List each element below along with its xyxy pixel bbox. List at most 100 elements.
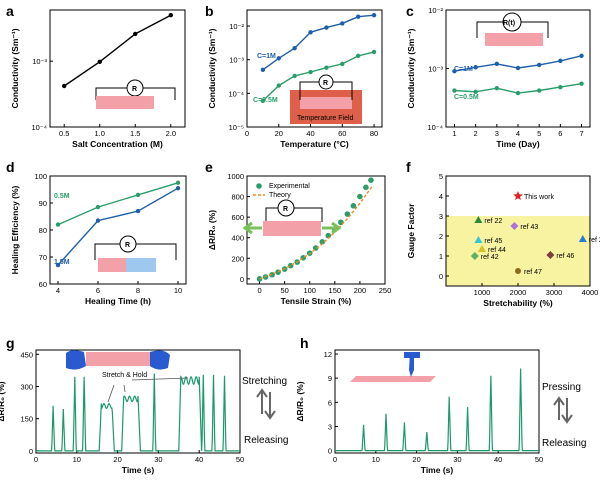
- x-tick-label: 3000: [546, 288, 563, 297]
- y-tick-label: 10⁻³: [32, 57, 47, 66]
- y-axis-label: ΔR/R₀ (%): [0, 381, 6, 421]
- x-tick-label: 6: [558, 129, 562, 138]
- x-tick-label: 2: [474, 129, 478, 138]
- data-point: [324, 65, 329, 70]
- series-line: [63, 14, 172, 87]
- x-tick-label: 10: [174, 286, 182, 295]
- chart-a: 0.5 1.0 1.5 2.0 10⁻⁴ 10⁻³ Salt Concentration (…: [10, 9, 186, 149]
- x-tick-label: 4000: [582, 288, 599, 297]
- x-tick-label: 3: [495, 129, 499, 138]
- y-axis-label: Gauge Factor: [406, 203, 416, 258]
- panel-letter-b: b: [205, 3, 214, 19]
- stretch-hold-arrow-3: [123, 384, 126, 393]
- data-point: [276, 83, 281, 88]
- axes-frame: [334, 349, 540, 454]
- x-tick-label: 30: [154, 455, 162, 464]
- data-point: [292, 73, 297, 79]
- pressed-sample: [350, 376, 436, 382]
- data-point: [292, 45, 297, 51]
- y-tick-label: 90: [39, 199, 47, 208]
- data-point: [536, 62, 542, 68]
- resistor-symbol-d: R: [125, 242, 130, 249]
- x-tick-label: 0.5: [59, 129, 69, 138]
- data-point: [363, 184, 369, 191]
- y-tick-label: 600: [231, 213, 244, 222]
- y-tick-label: 300: [20, 382, 33, 391]
- data-point: [579, 53, 584, 58]
- x-tick-label: 60: [338, 129, 346, 138]
- series-label: C=1M: [454, 66, 473, 73]
- x-tick-label: 8: [136, 286, 140, 295]
- x-tick-label: 4: [56, 286, 60, 295]
- x-tick-label: 40: [306, 129, 314, 138]
- x-tick-label: 250: [379, 286, 392, 295]
- data-point: [260, 98, 266, 104]
- point-label: ref 44: [488, 247, 506, 254]
- data-point: [319, 239, 326, 245]
- right-hand-icon: [150, 350, 170, 370]
- y-tick-label: 1000: [227, 172, 244, 181]
- series-line: [36, 373, 240, 452]
- x-tick-label: 4: [516, 129, 520, 138]
- y-tick-label: 10⁻⁴: [427, 123, 443, 132]
- x-tick-label: 0: [245, 129, 249, 138]
- x-axis-label: Salt Concentration (M): [72, 139, 163, 149]
- series-line: [262, 14, 375, 71]
- y-axis-label: Conductivity (Sm⁻¹): [10, 28, 20, 108]
- x-tick-label: 2000: [510, 288, 527, 297]
- data-point: [371, 13, 377, 18]
- data-point: [473, 65, 478, 70]
- up-down-arrow-h-icon: [553, 396, 573, 424]
- marker-star: [513, 191, 523, 200]
- data-point: [175, 185, 181, 191]
- y-tick-label: 10⁻³: [229, 56, 244, 65]
- x-tick-label: 1.5: [130, 129, 140, 138]
- y-tick-label: 10⁻²: [229, 22, 244, 31]
- data-point: [340, 21, 345, 26]
- panel-d-inset: R: [94, 235, 177, 272]
- y-tick-label: 400: [231, 234, 244, 243]
- stretched-sample: [86, 352, 150, 366]
- data-point: [494, 61, 500, 67]
- y-tick-label: 12: [324, 350, 332, 359]
- x-tick-label: 0: [34, 455, 38, 464]
- up-down-arrow-g-icon: [256, 388, 276, 420]
- x-axis-label: Time (s): [421, 465, 454, 475]
- point-label: This work: [524, 194, 554, 201]
- series-line: [335, 368, 539, 452]
- y-tick-label: 1: [439, 252, 443, 261]
- x-axis-label: Stretchability (%): [483, 298, 553, 308]
- data-point: [135, 208, 141, 214]
- x-axis-label: Healing Time (h): [85, 296, 151, 306]
- data-point: [324, 25, 329, 30]
- highlight-band: [446, 216, 590, 286]
- y-tick-label: 200: [231, 254, 244, 263]
- stretch-hold-arrow-1: [107, 384, 115, 403]
- data-point: [340, 61, 345, 67]
- charts-layer: 0.5 1.0 1.5 2.0 10⁻⁴ 10⁻³ Salt Concentration (…: [0, 6, 600, 475]
- y-tick-label: 0: [29, 447, 33, 456]
- temperature-field-label: Temperature Field: [297, 115, 354, 122]
- data-point: [357, 193, 363, 200]
- legend-label: Experimental: [269, 183, 310, 190]
- x-tick-label: 0: [257, 286, 261, 295]
- marker-triangle: [474, 216, 483, 223]
- x-tick-label: 1: [452, 129, 456, 138]
- stretch-hold-arrow-2: [131, 377, 189, 381]
- point-label: ref 42: [481, 254, 499, 261]
- data-point: [97, 59, 102, 64]
- y-tick-label: 2: [439, 232, 443, 241]
- series-label: C=1M: [257, 53, 276, 60]
- data-point: [133, 31, 138, 37]
- stretch-arrow-left-icon: [242, 221, 262, 235]
- x-tick-label: 40: [494, 455, 502, 464]
- y-tick-label: 3: [328, 422, 332, 431]
- data-point: [473, 89, 478, 94]
- chart-d: 4 6 8 10 60 70 80 90 100 Healing Time (h) Healing …: [10, 172, 187, 306]
- point-label: ref 22: [484, 218, 502, 225]
- resistor-time-symbol: R(t): [503, 20, 515, 27]
- y-tick-label: 800: [231, 193, 244, 202]
- data-point: [168, 13, 173, 18]
- y-axis-label: Conductivity (Sm⁻¹): [406, 28, 416, 108]
